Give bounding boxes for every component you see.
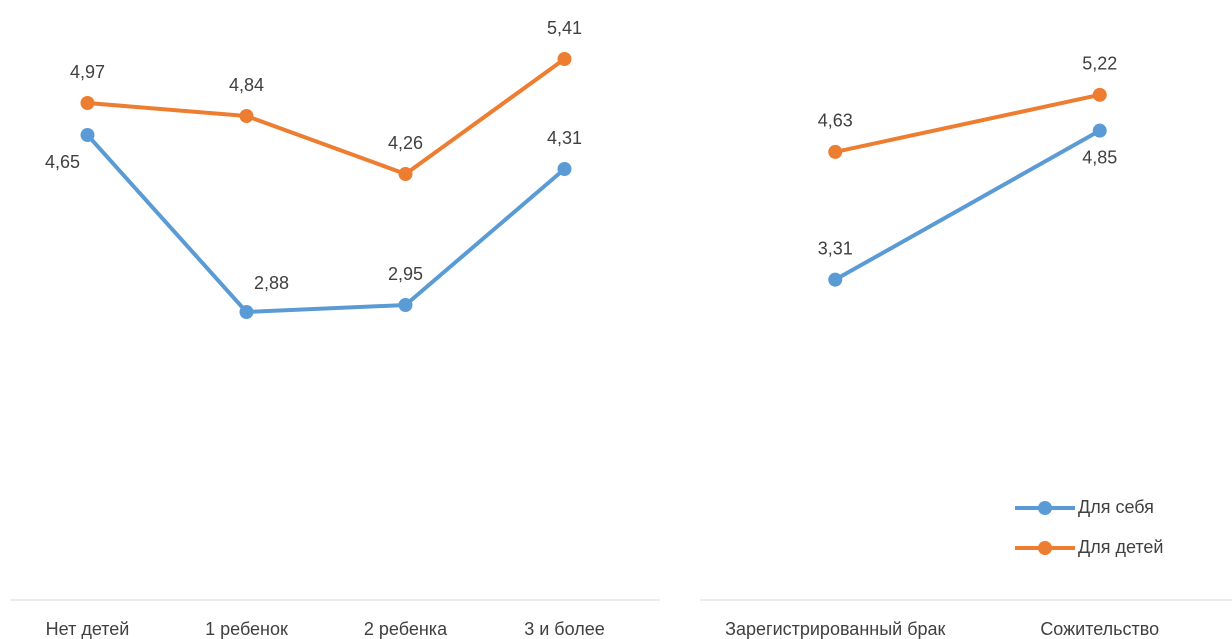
x-tick-label: Нет детей xyxy=(46,619,130,639)
data-label: 2,88 xyxy=(254,273,289,293)
marker xyxy=(828,272,843,287)
marker xyxy=(239,109,254,123)
marker xyxy=(1092,123,1107,138)
data-label: 4,97 xyxy=(70,62,105,82)
x-tick-label: Сожительство xyxy=(1040,619,1159,639)
legend-marker xyxy=(1038,501,1052,515)
series-line xyxy=(834,92,1101,154)
legend-label: Для себя xyxy=(1078,497,1154,517)
marker xyxy=(1092,87,1107,102)
x-tick-label: Зарегистрированный брак xyxy=(725,619,945,639)
x-tick-label: 1 ребенок xyxy=(205,619,288,639)
marker xyxy=(557,52,572,66)
marker xyxy=(239,305,254,319)
data-label: 4,31 xyxy=(547,128,582,148)
x-tick-label: 3 и более xyxy=(524,619,605,639)
series-line xyxy=(834,128,1101,282)
data-label: 4,65 xyxy=(45,152,80,172)
data-label: 2,95 xyxy=(388,264,423,284)
legend-label: Для детей xyxy=(1078,537,1163,557)
legend-marker xyxy=(1038,541,1052,555)
marker xyxy=(80,96,95,110)
data-label: 5,22 xyxy=(1082,54,1117,74)
series-line xyxy=(86,133,566,314)
data-label: 3,31 xyxy=(818,238,853,258)
data-label: 5,41 xyxy=(547,18,582,38)
data-label: 4,26 xyxy=(388,133,423,153)
marker xyxy=(80,128,95,142)
marker xyxy=(557,162,572,176)
marker xyxy=(398,167,413,181)
data-label: 4,85 xyxy=(1082,147,1117,167)
marker xyxy=(828,144,843,159)
marker xyxy=(398,298,413,312)
x-tick-label: 2 ребенка xyxy=(364,619,448,639)
series-line xyxy=(87,57,566,176)
data-label: 4,84 xyxy=(229,75,264,95)
data-label: 4,63 xyxy=(818,111,853,131)
